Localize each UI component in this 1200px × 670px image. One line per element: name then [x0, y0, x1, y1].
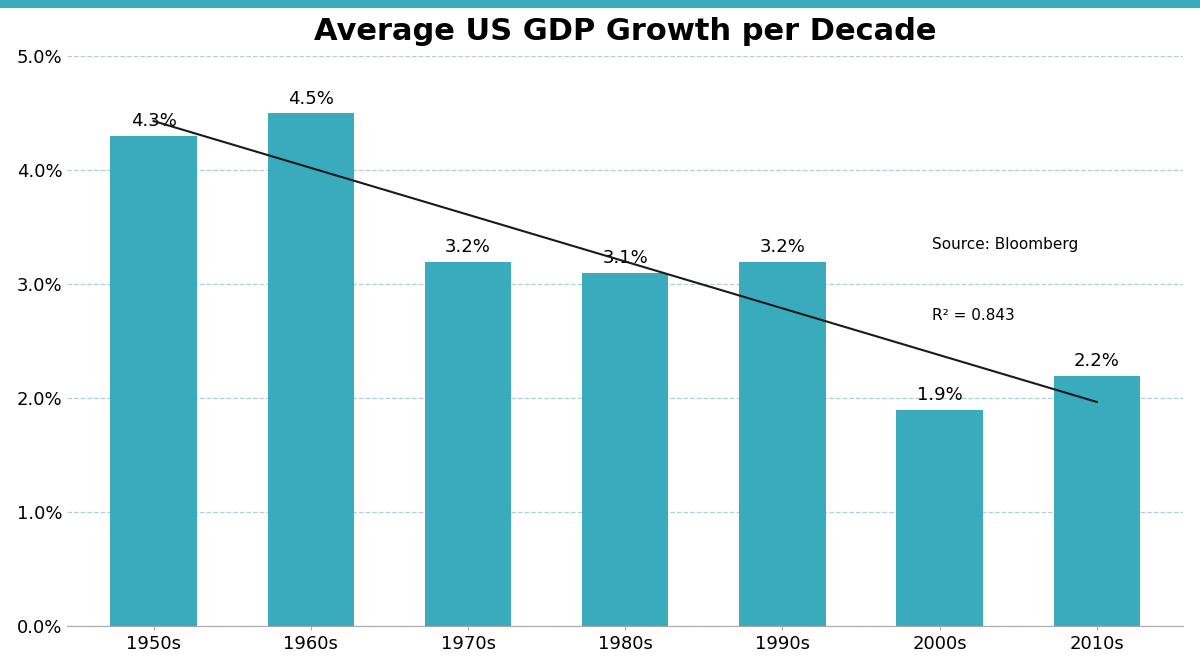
- Text: 2.2%: 2.2%: [1074, 352, 1120, 370]
- Text: 3.2%: 3.2%: [445, 238, 491, 256]
- Text: R² = 0.843: R² = 0.843: [932, 308, 1015, 323]
- Bar: [425, 261, 511, 626]
- Bar: [268, 113, 354, 626]
- Bar: [110, 136, 197, 626]
- Bar: [896, 410, 983, 626]
- Text: 4.5%: 4.5%: [288, 90, 334, 108]
- Title: Average US GDP Growth per Decade: Average US GDP Growth per Decade: [314, 17, 936, 46]
- Text: 4.3%: 4.3%: [131, 113, 176, 131]
- Text: 3.2%: 3.2%: [760, 238, 805, 256]
- Text: 3.1%: 3.1%: [602, 249, 648, 267]
- Text: Source: Bloomberg: Source: Bloomberg: [932, 237, 1079, 252]
- Bar: [582, 273, 668, 626]
- Text: 1.9%: 1.9%: [917, 386, 962, 404]
- Bar: [1054, 375, 1140, 626]
- Bar: [739, 261, 826, 626]
